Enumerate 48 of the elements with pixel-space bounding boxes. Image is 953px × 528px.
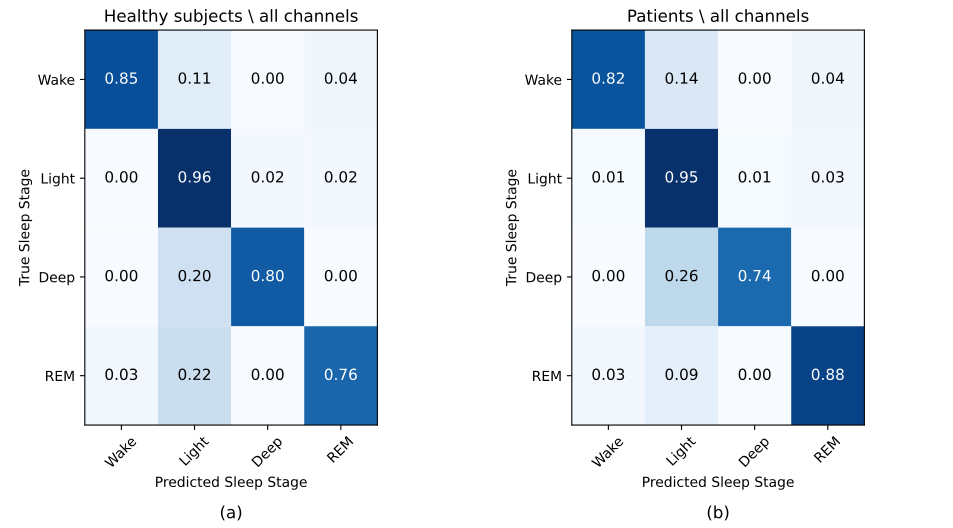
x-axis-title: Predicted Sleep Stage: [156, 476, 307, 490]
data-label: 0.00: [252, 368, 284, 380]
y-tick-label: REM: [46, 370, 74, 381]
data-label: 0.04: [812, 72, 844, 84]
y-tick-label: Wake: [38, 74, 74, 85]
data-label: 0.00: [738, 72, 771, 84]
data-label: 0.11: [178, 72, 210, 84]
y-tick-label: Deep: [40, 272, 74, 286]
data-label: 0.02: [252, 171, 284, 183]
data-label: 0.00: [738, 368, 771, 380]
data-label: 0.96: [178, 171, 211, 183]
data-label: 0.14: [666, 72, 698, 84]
data-label: 0.20: [178, 270, 211, 282]
text: (b): [708, 506, 728, 520]
data-label: 0.74: [738, 270, 771, 282]
data-label: 0.03: [812, 171, 844, 183]
data-label: 0.00: [812, 270, 844, 282]
data-label: 0.03: [592, 368, 624, 380]
data-label: 0.88: [812, 368, 844, 380]
chart-title: Patients \ all channels: [628, 9, 808, 24]
y-tick-label: Light: [42, 172, 75, 186]
data-label: 0.00: [252, 72, 284, 84]
y-tick-label: REM: [533, 370, 561, 381]
data-label: 0.85: [105, 72, 138, 84]
y-axis-title: True Sleep Stage: [506, 170, 520, 286]
data-label: 0.80: [252, 270, 284, 282]
y-tick-label: Wake: [525, 74, 562, 85]
data-label: 0.95: [666, 171, 698, 183]
data-label: 0.01: [738, 171, 770, 183]
y-axis-title: True Sleep Stage: [18, 170, 32, 286]
chart-title: Healthy subjects \ all channels: [105, 9, 358, 26]
data-label: 0.76: [324, 368, 357, 380]
data-label: 0.26: [666, 270, 698, 282]
data-label: 0.00: [592, 270, 624, 282]
data-label: 0.03: [105, 368, 138, 380]
data-label: 0.01: [592, 171, 624, 183]
y-tick-label: Light: [528, 172, 562, 186]
data-label: 0.02: [324, 171, 356, 183]
data-label: 0.82: [592, 72, 624, 84]
data-label: 0.04: [324, 72, 357, 84]
x-axis-title: Predicted Sleep Stage: [643, 476, 794, 490]
data-label: 0.00: [105, 171, 138, 183]
y-tick-label: Deep: [526, 272, 562, 286]
data-label: 0.00: [324, 270, 357, 282]
data-label: 0.22: [178, 368, 210, 380]
text: (a): [220, 506, 242, 520]
data-label: 0.09: [666, 368, 698, 380]
data-label: 0.00: [105, 270, 138, 282]
